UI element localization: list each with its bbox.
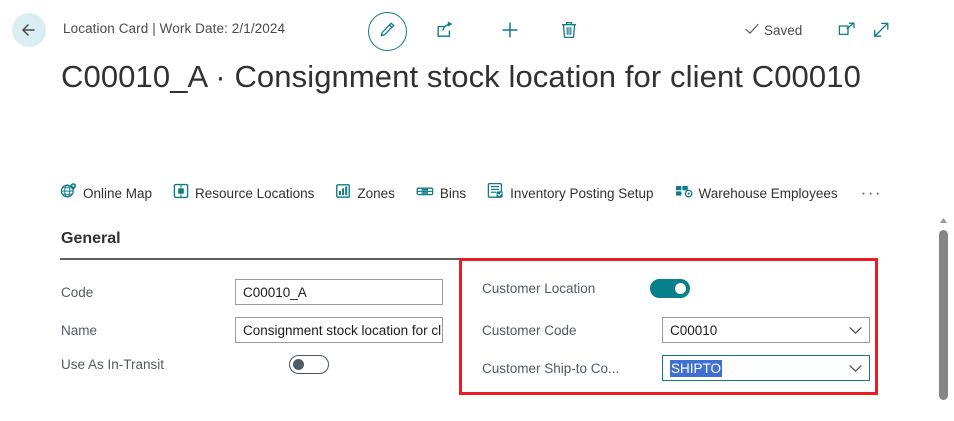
field-customer-ship-to-code: Customer Ship-to Co... SHIPTO: [482, 355, 870, 381]
open-in-new-window-icon: [838, 22, 856, 43]
open-in-new-window-button[interactable]: [838, 22, 856, 43]
chevron-down-icon[interactable]: [843, 364, 862, 373]
bins-drawer-icon: [416, 184, 434, 203]
dotted-leader: [104, 323, 228, 337]
field-code: Code C00010_A: [61, 279, 443, 305]
expand-button[interactable]: [872, 21, 891, 44]
pencil-edit-icon: [378, 20, 397, 44]
field-label: Customer Code: [482, 322, 577, 338]
section-heading: General: [61, 230, 121, 247]
field-label: Customer Location: [482, 281, 596, 296]
ribbon-item-label: Bins: [439, 185, 467, 201]
customer-code-dropdown[interactable]: C00010: [662, 317, 870, 343]
globe-pin-icon: [60, 182, 77, 204]
back-button[interactable]: [12, 13, 46, 47]
resource-box-icon: [173, 183, 189, 204]
ribbon-item-inventory-posting-setup[interactable]: Inventory Posting Setup: [487, 182, 654, 204]
ribbon-item-label: Resource Locations: [195, 185, 315, 201]
zones-chart-icon: [335, 183, 351, 204]
top-command-bar: Location Card | Work Date: 2/1/2024: [0, 0, 954, 52]
inventory-posting-icon: [487, 182, 504, 204]
customer-code-value: C00010: [670, 322, 718, 338]
ribbon-item-zones[interactable]: Zones: [335, 183, 395, 204]
ribbon-item-bins[interactable]: Bins: [416, 184, 466, 203]
back-arrow-icon: [20, 22, 38, 38]
plus-new-icon: [500, 20, 520, 45]
scrollbar-thumb[interactable]: [939, 230, 948, 400]
general-section: General Code C00010_A Name Consignment s…: [0, 210, 954, 421]
field-label: Use As In-Transit: [61, 357, 165, 372]
ribbon-item-label: Zones: [357, 185, 395, 201]
scroll-up-arrow-icon[interactable]: [936, 214, 951, 226]
dotted-leader: [602, 282, 643, 295]
field-label: Name: [61, 322, 98, 338]
vertical-scrollbar[interactable]: [936, 212, 951, 421]
customer-location-toggle[interactable]: [650, 279, 690, 298]
delete-button[interactable]: [560, 20, 578, 45]
expand-maximize-icon: [872, 21, 891, 44]
saved-label: Saved: [764, 23, 803, 38]
warehouse-employees-icon: [675, 183, 693, 204]
field-use-as-in-transit: Use As In-Transit: [61, 355, 329, 374]
chevron-down-icon[interactable]: [843, 326, 862, 335]
code-input[interactable]: C00010_A: [235, 279, 443, 305]
ribbon-item-warehouse-employees[interactable]: Warehouse Employees: [675, 183, 838, 204]
toggle-knob: [675, 283, 686, 294]
ribbon-item-label: Warehouse Employees: [698, 185, 838, 201]
share-button[interactable]: [435, 20, 455, 44]
share-icon: [435, 20, 455, 44]
dotted-leader: [100, 285, 228, 299]
ribbon-more-button[interactable]: ···: [860, 183, 883, 202]
ribbon-item-online-map[interactable]: Online Map: [60, 182, 152, 204]
checkmark-icon: [745, 23, 759, 38]
name-input[interactable]: Consignment stock location for client C0…: [235, 317, 443, 343]
customer-ship-to-code-dropdown[interactable]: SHIPTO: [662, 355, 870, 381]
section-divider: [60, 258, 870, 260]
new-button[interactable]: [500, 20, 520, 45]
field-label: Code: [61, 284, 94, 300]
field-customer-code: Customer Code C00010: [482, 317, 870, 343]
field-name: Name Consignment stock location for clie…: [61, 317, 443, 343]
use-as-in-transit-toggle[interactable]: [289, 355, 329, 374]
saved-status: Saved: [745, 23, 802, 38]
dotted-leader: [626, 361, 655, 375]
ribbon-item-label: Online Map: [83, 185, 153, 201]
field-label: Customer Ship-to Co...: [482, 360, 620, 376]
dotted-leader: [583, 323, 655, 337]
toggle-knob: [293, 359, 304, 370]
ribbon-item-resource-locations[interactable]: Resource Locations: [173, 183, 314, 204]
breadcrumb[interactable]: Location Card | Work Date: 2/1/2024: [63, 21, 286, 36]
customer-ship-to-code-value: SHIPTO: [670, 359, 723, 377]
trash-delete-icon: [560, 20, 578, 45]
ribbon-item-label: Inventory Posting Setup: [510, 185, 654, 201]
edit-button[interactable]: [368, 12, 407, 51]
dotted-leader: [171, 358, 282, 371]
field-customer-location: Customer Location: [482, 279, 690, 298]
page-title: C00010_A · Consignment stock location fo…: [61, 59, 861, 94]
action-ribbon: Online Map Resource Locations: [60, 180, 882, 206]
